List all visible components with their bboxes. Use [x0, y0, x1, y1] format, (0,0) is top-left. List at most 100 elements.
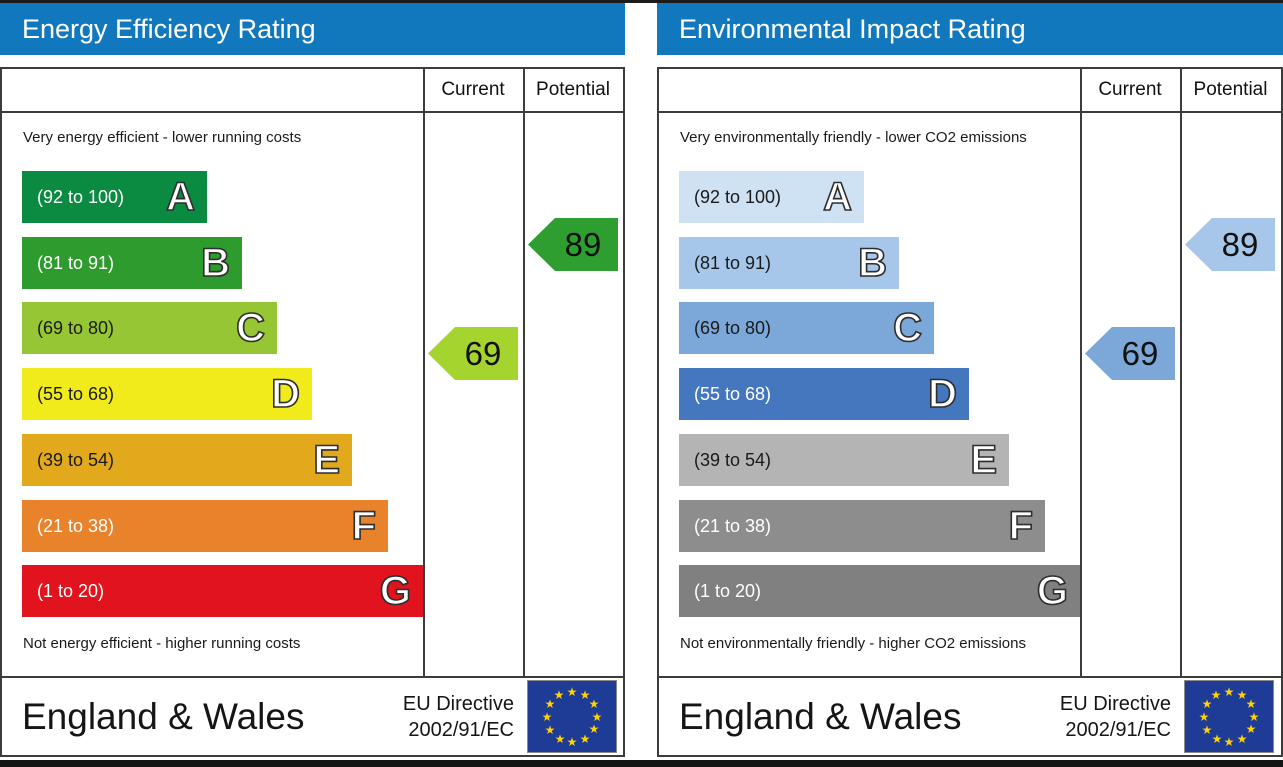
band-range-label: (69 to 80)	[37, 317, 115, 338]
column-divider	[1080, 69, 1082, 676]
band-range-label: (81 to 91)	[37, 252, 115, 273]
potential-column-header: Potential	[1193, 79, 1268, 100]
band-range-label: (81 to 91)	[694, 252, 772, 273]
band-letter: C	[892, 305, 922, 351]
star-icon: ★	[544, 723, 556, 737]
star-icon: ★	[553, 688, 565, 702]
band-row-g: (1 to 20) G	[679, 565, 1080, 617]
potential-rating-arrow: 89	[528, 218, 618, 271]
eu-directive-line2: 2002/91/EC	[408, 718, 514, 741]
eu-directive-line1: EU Directive	[402, 692, 514, 715]
star-icon: ★	[1223, 735, 1235, 749]
band-row-a: (92 to 100) A	[22, 171, 207, 223]
band-row-e: (39 to 54) E	[679, 434, 1009, 486]
band-range-label: (55 to 68)	[37, 383, 115, 404]
band-row-b: (81 to 91) B	[679, 237, 899, 289]
band-letter: F	[351, 503, 377, 549]
star-icon: ★	[566, 685, 578, 699]
table-header-row	[659, 69, 1281, 113]
current-rating-arrow: 69	[428, 327, 518, 380]
table-header-row	[2, 69, 623, 113]
star-icon: ★	[541, 710, 553, 724]
band-letter: D	[927, 371, 957, 417]
chart-title-bar: Environmental Impact Rating	[657, 3, 1283, 55]
star-icon: ★	[588, 722, 600, 736]
eu-directive-label: EU Directive 2002/91/EC	[999, 691, 1171, 743]
star-icon: ★	[1248, 710, 1260, 724]
band-row-f: (21 to 38) F	[22, 500, 388, 552]
potential-rating-arrow: 89	[1185, 218, 1275, 271]
rating-table: Current Potential Very environmentally f…	[657, 67, 1283, 678]
band-letter: B	[857, 240, 887, 286]
band-range-label: (55 to 68)	[694, 383, 772, 404]
star-icon: ★	[1236, 688, 1248, 702]
band-letter: E	[313, 437, 341, 483]
band-range-label: (69 to 80)	[694, 317, 772, 338]
rating-table: Current Potential Very energy efficient …	[0, 67, 625, 678]
bottom-note: Not energy efficient - higher running co…	[23, 635, 301, 652]
potential-rating-value: 89	[564, 225, 602, 263]
band-letter: C	[235, 305, 265, 351]
band-letter: G	[1036, 568, 1069, 614]
band-range-label: (39 to 54)	[694, 449, 772, 470]
band-row-b: (81 to 91) B	[22, 237, 242, 289]
band-range-label: (21 to 38)	[37, 515, 115, 536]
band-letter: F	[1008, 503, 1034, 549]
band-row-c: (69 to 80) C	[22, 302, 277, 354]
star-icon: ★	[566, 735, 578, 749]
star-icon: ★	[1211, 732, 1223, 746]
band-row-c: (69 to 80) C	[679, 302, 934, 354]
star-icon: ★	[544, 697, 556, 711]
band-row-g: (1 to 20) G	[22, 565, 423, 617]
eu-flag-icon: ★ ★ ★ ★ ★ ★ ★ ★ ★ ★ ★ ★	[1184, 680, 1274, 753]
eu-flag-icon: ★ ★ ★ ★ ★ ★ ★ ★ ★ ★ ★ ★	[527, 680, 617, 753]
star-icon: ★	[1223, 685, 1235, 699]
bottom-border-line	[0, 760, 1283, 767]
chart-title-bar: Energy Efficiency Rating	[0, 3, 625, 55]
band-range-label: (21 to 38)	[694, 515, 772, 536]
eu-directive-line1: EU Directive	[1059, 692, 1171, 715]
band-range-label: (1 to 20)	[37, 580, 105, 601]
band-row-d: (55 to 68) D	[22, 368, 312, 420]
chart-title: Energy Efficiency Rating	[22, 14, 316, 44]
eu-directive-line2: 2002/91/EC	[1065, 718, 1171, 741]
star-icon: ★	[1236, 732, 1248, 746]
star-icon: ★	[554, 732, 566, 746]
band-range-label: (39 to 54)	[37, 449, 115, 470]
top-note: Very environmentally friendly - lower CO…	[680, 129, 1027, 146]
top-border-line	[0, 0, 1283, 3]
environmental-impact-chart-panel: Environmental Impact Rating Current Pote…	[657, 3, 1283, 759]
column-divider	[1180, 69, 1182, 676]
band-letter: A	[822, 174, 852, 220]
band-letter: D	[270, 371, 300, 417]
star-icon: ★	[1245, 722, 1257, 736]
region-label: England & Wales	[679, 696, 962, 737]
band-row-d: (55 to 68) D	[679, 368, 969, 420]
star-icon: ★	[579, 688, 591, 702]
current-column-header: Current	[1098, 79, 1162, 100]
current-rating-arrow: 69	[1085, 327, 1175, 380]
energy-efficiency-chart-panel: Energy Efficiency Rating Current Potenti…	[0, 3, 625, 759]
star-icon: ★	[1198, 710, 1210, 724]
star-icon: ★	[579, 732, 591, 746]
band-letter: B	[200, 240, 230, 286]
chart-title: Environmental Impact Rating	[679, 14, 1026, 44]
star-icon: ★	[1201, 723, 1213, 737]
star-icon: ★	[588, 697, 600, 711]
top-note: Very energy efficient - lower running co…	[23, 129, 302, 146]
star-icon: ★	[1210, 688, 1222, 702]
column-divider	[523, 69, 525, 676]
band-row-a: (92 to 100) A	[679, 171, 864, 223]
star-icon: ★	[1201, 697, 1213, 711]
eu-directive-label: EU Directive 2002/91/EC	[342, 691, 514, 743]
band-row-f: (21 to 38) F	[679, 500, 1045, 552]
band-letter: A	[165, 174, 195, 220]
region-label: England & Wales	[22, 696, 305, 737]
band-letter: E	[970, 437, 998, 483]
band-range-label: (92 to 100)	[37, 186, 125, 207]
current-rating-value: 69	[464, 334, 502, 372]
column-divider	[423, 69, 425, 676]
potential-column-header: Potential	[536, 79, 610, 100]
star-icon: ★	[591, 710, 603, 724]
